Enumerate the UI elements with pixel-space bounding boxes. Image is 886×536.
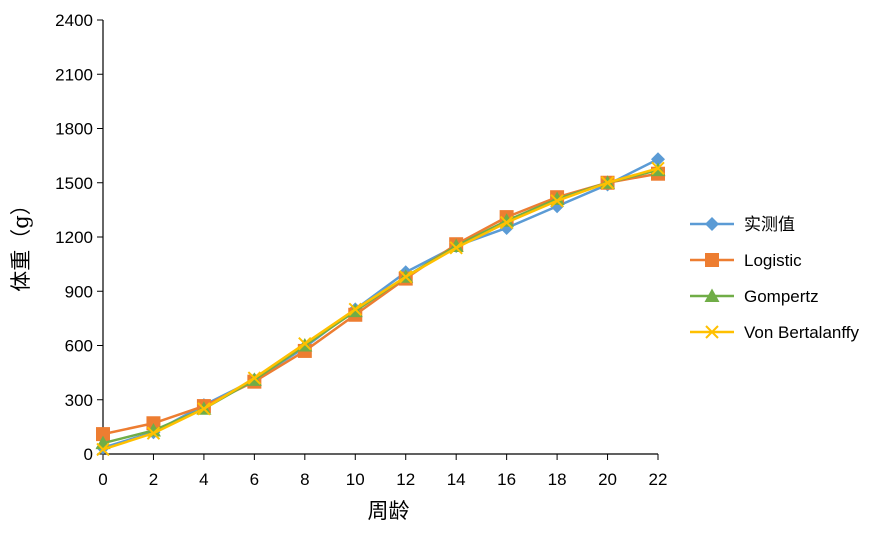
series-0 <box>96 152 665 455</box>
data-point <box>449 241 463 255</box>
legend-item: Logistic <box>690 251 802 270</box>
data-point <box>96 442 110 457</box>
series-line <box>102 158 659 449</box>
data-point <box>651 152 665 167</box>
series-1 <box>96 166 665 442</box>
x-tick-label: 6 <box>250 470 259 489</box>
x-tick-labels: 0 2 4 6 8 10 12 14 16 18 20 22 <box>98 454 667 489</box>
series-3 <box>96 161 665 457</box>
data-point <box>550 194 564 208</box>
series-group <box>95 152 666 457</box>
series-line <box>102 167 659 451</box>
x-tick-label: 2 <box>149 470 158 489</box>
series-line <box>102 168 659 445</box>
y-tick-labels: 0 300 600 900 1200 1500 1800 2100 2400 <box>55 11 103 464</box>
data-point <box>651 161 665 175</box>
data-point <box>247 371 262 385</box>
y-tick-label: 2400 <box>55 11 93 30</box>
x-tick-label: 14 <box>447 470 466 489</box>
legend-item: Von Bertalanffy <box>690 323 859 342</box>
legend-marker <box>704 288 720 302</box>
data-point <box>298 336 312 351</box>
legend-label: Gompertz <box>744 287 819 306</box>
data-point <box>499 215 514 230</box>
series-line <box>102 172 659 436</box>
legend-marker <box>705 253 719 267</box>
data-point <box>600 176 615 190</box>
x-tick-label: 10 <box>346 470 365 489</box>
series-2 <box>95 162 666 450</box>
legend-label: Von Bertalanffy <box>744 323 859 342</box>
y-axis-title: 体重（g） <box>9 194 33 291</box>
x-tick-label: 20 <box>598 470 617 489</box>
data-point <box>197 402 211 416</box>
y-tick-label: 0 <box>84 445 93 464</box>
y-tick-label: 1500 <box>55 174 93 193</box>
x-tick-label: 22 <box>649 470 668 489</box>
axes <box>102 20 658 455</box>
legend-label: Logistic <box>744 251 802 270</box>
y-tick-label: 1200 <box>55 228 93 247</box>
x-tick-label: 12 <box>396 470 415 489</box>
x-tick-label: 16 <box>497 470 516 489</box>
x-tick-label: 18 <box>548 470 567 489</box>
y-tick-label: 2100 <box>55 65 93 84</box>
data-point <box>96 427 110 442</box>
y-tick-label: 600 <box>65 337 93 356</box>
y-tick-label: 900 <box>65 282 93 301</box>
legend: 实测值 Logistic Gompertz Von Bertalanffy <box>690 215 859 342</box>
legend-item: 实测值 <box>690 215 795 234</box>
y-tick-label: 300 <box>65 391 93 410</box>
x-tick-label: 8 <box>300 470 309 489</box>
legend-marker <box>705 325 719 339</box>
x-tick-label: 4 <box>199 470 208 489</box>
legend-item: Gompertz <box>690 287 819 306</box>
data-point <box>146 426 161 440</box>
data-point <box>348 302 362 317</box>
y-tick-label: 1800 <box>55 120 93 139</box>
legend-label: 实测值 <box>744 215 795 234</box>
x-tick-label: 0 <box>98 470 107 489</box>
data-point <box>399 270 413 284</box>
legend-marker <box>705 217 719 231</box>
x-axis-title: 周龄 <box>368 499 410 523</box>
